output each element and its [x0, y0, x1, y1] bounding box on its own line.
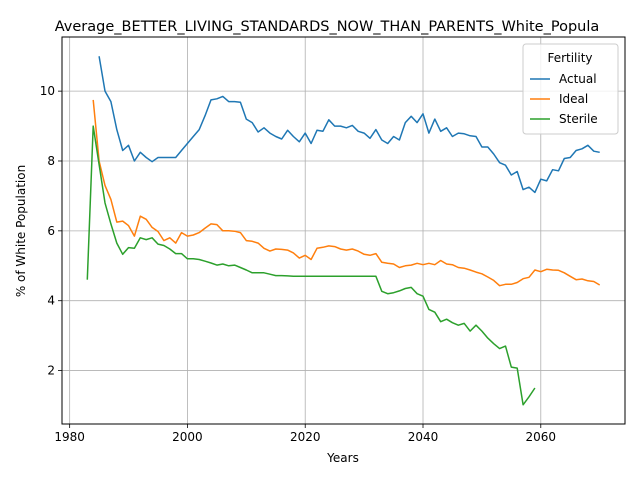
legend-label-actual: Actual — [559, 72, 597, 86]
legend-box — [522, 43, 619, 135]
legend-label-ideal: Ideal — [559, 92, 588, 106]
y-axis-label: % of White Population — [14, 165, 28, 297]
y-tick-label: 10 — [40, 84, 55, 98]
x-tick-label: 2020 — [290, 430, 321, 444]
x-tick-label: 2000 — [172, 430, 203, 444]
legend: Fertility Actual Ideal Sterile — [522, 43, 619, 135]
series-lines — [86, 56, 601, 406]
x-axis-label: Years — [326, 451, 359, 465]
chart-title: Average_BETTER_LIVING_STANDARDS_NOW_THAN… — [55, 19, 600, 35]
legend-title: Fertility — [547, 51, 592, 65]
legend-items: Actual Ideal Sterile — [530, 72, 598, 126]
y-tick-label: 8 — [47, 154, 55, 168]
y-tick-label: 2 — [47, 364, 55, 378]
x-axis-ticks: 1980 2000 2020 2040 2060 — [54, 424, 556, 444]
y-tick-label: 4 — [47, 294, 55, 308]
series-line-sterile — [86, 125, 536, 406]
x-tick-label: 2060 — [526, 430, 557, 444]
y-tick-label: 6 — [47, 224, 55, 238]
series-line-ideal — [92, 99, 601, 287]
series-line-actual — [98, 56, 600, 194]
legend-label-sterile: Sterile — [559, 112, 598, 126]
y-axis-ticks: 2 4 6 8 10 — [40, 84, 62, 378]
x-tick-label: 1980 — [54, 430, 85, 444]
x-tick-label: 2040 — [408, 430, 439, 444]
